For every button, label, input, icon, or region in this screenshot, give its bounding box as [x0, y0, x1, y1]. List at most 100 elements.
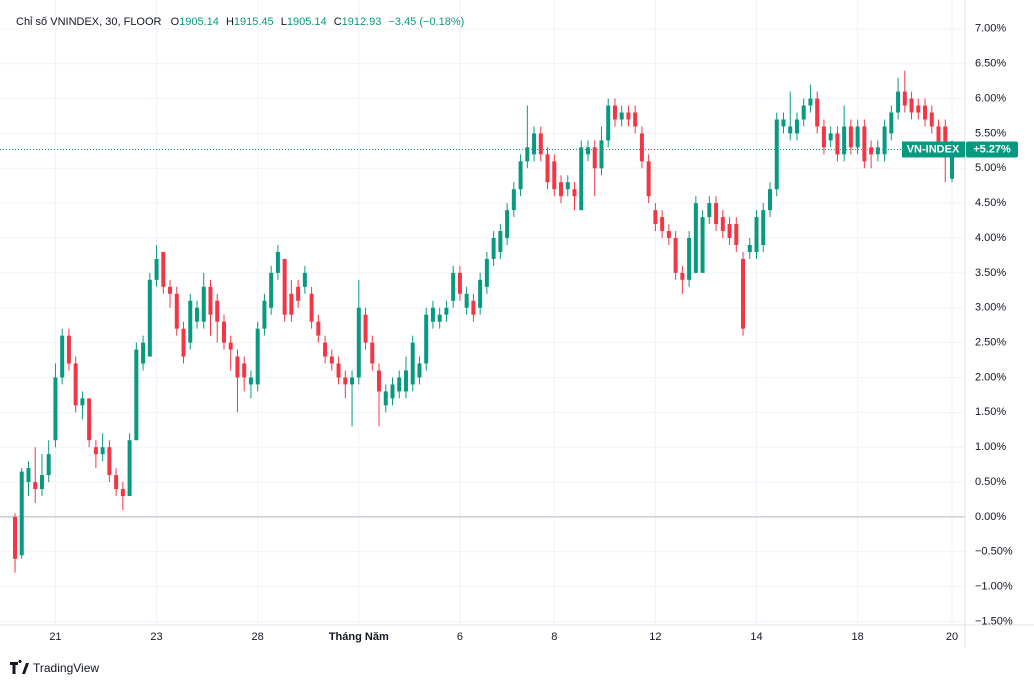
- candle-body: [835, 133, 840, 155]
- plot: [0, 70, 965, 573]
- candle-body: [39, 475, 44, 490]
- candle-body: [727, 224, 732, 239]
- candle-body: [585, 147, 590, 155]
- candle-body: [248, 377, 253, 385]
- candle-body: [747, 244, 752, 252]
- candle-body: [73, 363, 78, 406]
- candle-body: [619, 112, 624, 120]
- candle-body: [801, 105, 806, 120]
- candle-body: [235, 356, 240, 378]
- candle-body: [498, 231, 503, 252]
- candle-body: [646, 161, 651, 197]
- y-tick-label: 2.00%: [975, 371, 1006, 383]
- y-tick-label: 5.50%: [975, 127, 1006, 139]
- candle-body: [518, 161, 523, 190]
- header-l-label: L: [281, 16, 287, 28]
- y-tick-label: −1.00%: [975, 581, 1013, 593]
- y-tick-label: −0.50%: [975, 546, 1013, 558]
- header: Chỉ số VNINDEX, 30, FLOOR O1905.14 H1915…: [16, 16, 464, 28]
- y-tick-label: 0.00%: [975, 511, 1006, 523]
- candle-body: [882, 126, 887, 155]
- candle-body: [87, 398, 92, 441]
- brand-text: TradingView: [33, 661, 99, 675]
- candle-body: [154, 258, 159, 280]
- candle-body: [370, 342, 375, 364]
- candle-body: [815, 98, 820, 127]
- candle-body: [828, 133, 833, 141]
- candle-body: [296, 286, 301, 301]
- candle-body: [639, 133, 644, 162]
- x-tick-label: 23: [150, 631, 162, 643]
- x-tick-label: 12: [649, 631, 661, 643]
- candle-body: [559, 182, 564, 197]
- y-tick-label: 6.00%: [975, 92, 1006, 104]
- candle-body: [511, 189, 516, 211]
- candle-body: [350, 377, 355, 385]
- candle-body: [195, 307, 200, 322]
- candle-body: [754, 217, 759, 252]
- candle-body: [666, 231, 671, 239]
- y-tick-label: 4.00%: [975, 232, 1006, 244]
- candle-body: [100, 447, 105, 455]
- candle-body: [471, 300, 476, 315]
- header-o-value: 1905.14: [179, 16, 219, 28]
- candle-body: [410, 342, 415, 385]
- candle-body: [781, 119, 786, 127]
- x-tick-label: 14: [750, 631, 762, 643]
- candle-body: [329, 356, 334, 364]
- candle-body: [767, 189, 772, 211]
- candle-body: [13, 516, 17, 559]
- candle-body: [309, 293, 314, 322]
- candle-body: [383, 391, 388, 406]
- candle-body: [936, 126, 941, 148]
- candle-body: [464, 293, 469, 308]
- candle-body: [444, 307, 449, 315]
- candle-body: [208, 286, 213, 315]
- y-tick-label: −1.50%: [975, 615, 1013, 627]
- y-tick-label: 3.00%: [975, 302, 1006, 314]
- candle-body: [141, 342, 146, 364]
- candle-body: [457, 272, 462, 294]
- candle-body: [478, 279, 483, 308]
- candle-body: [437, 314, 442, 322]
- candle-body: [66, 335, 71, 364]
- y-tick-label: 0.50%: [975, 476, 1006, 488]
- candle-body: [316, 321, 321, 336]
- candle-body: [356, 307, 361, 378]
- candle-body: [552, 161, 557, 190]
- candle-body: [902, 91, 907, 106]
- y-tick-label: 2.50%: [975, 337, 1006, 349]
- candle-body: [242, 363, 247, 378]
- candle-body: [687, 238, 692, 280]
- candle-body: [53, 377, 58, 441]
- candle-body: [430, 307, 435, 322]
- candle-body: [909, 98, 914, 113]
- brand-logo: TradingView: [10, 659, 99, 675]
- candle-body: [714, 203, 719, 225]
- candle-body: [228, 342, 233, 350]
- candle-body: [788, 126, 793, 134]
- brand-icon: [10, 659, 29, 674]
- candle-body: [60, 335, 65, 378]
- header-change: −3.45 (−0.18%): [388, 16, 464, 28]
- series-name: VN-INDEX: [907, 143, 960, 155]
- candle-body: [80, 398, 85, 406]
- candle-body: [660, 217, 665, 232]
- candle-body: [774, 119, 779, 190]
- series-name-badge: [902, 141, 965, 158]
- candle-body: [262, 300, 267, 329]
- candle-body: [720, 217, 725, 232]
- candle-body: [896, 91, 901, 113]
- candle-body: [275, 251, 280, 273]
- candle-body: [808, 98, 813, 106]
- x-tick-label: 6: [457, 631, 463, 643]
- candle-body: [889, 112, 894, 134]
- candle-body: [484, 258, 489, 287]
- candle-body: [545, 154, 550, 183]
- x-tick-label: 21: [49, 631, 61, 643]
- candle-body: [612, 105, 617, 120]
- header-c-label: C: [334, 16, 342, 28]
- candle-body: [127, 440, 132, 497]
- candle-body: [363, 314, 368, 343]
